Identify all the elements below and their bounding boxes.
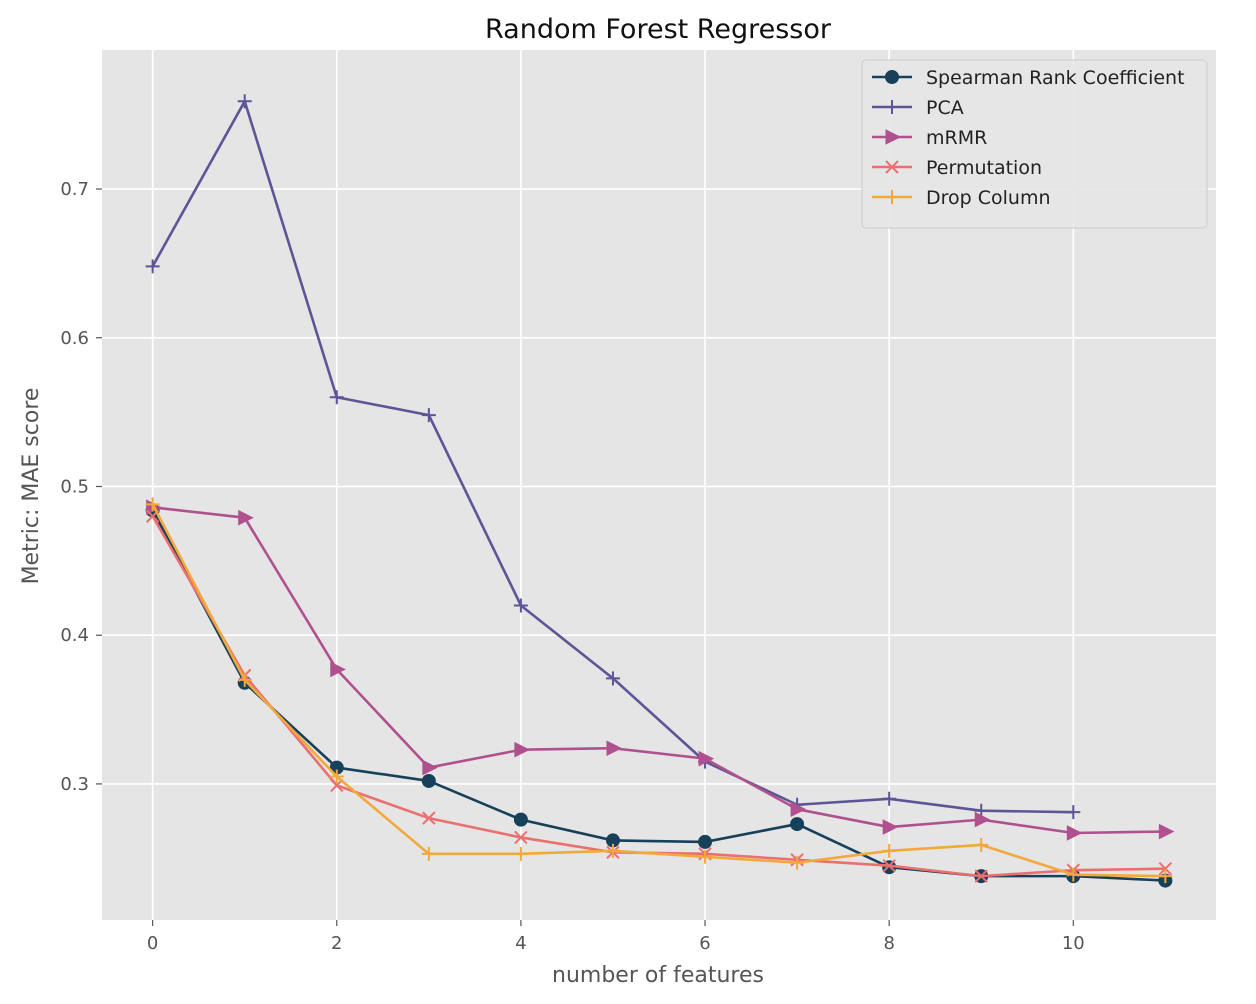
legend-label: PCA bbox=[926, 97, 964, 119]
data-point-drop-column bbox=[790, 855, 805, 870]
x-tick-label: 0 bbox=[147, 933, 158, 954]
legend-marker bbox=[885, 100, 899, 114]
data-point-mrmr bbox=[882, 819, 899, 835]
x-tick-label: 4 bbox=[515, 933, 526, 954]
data-point-mrmr bbox=[238, 509, 254, 526]
legend-marker bbox=[885, 70, 899, 84]
data-point-mrmr bbox=[422, 759, 438, 776]
legend-label: Permutation bbox=[926, 157, 1042, 179]
legend: Spearman Rank Coefficient PCA mRMR Permutat… bbox=[861, 59, 1208, 229]
legend-item: mRMR bbox=[872, 127, 987, 149]
data-point-pca bbox=[882, 791, 897, 806]
data-point-mrmr bbox=[606, 740, 623, 757]
data-point-permutation bbox=[974, 869, 988, 883]
data-point-drop-column bbox=[1158, 869, 1173, 884]
legend-label: Spearman Rank Coefficient bbox=[926, 67, 1185, 89]
legend-label: Drop Column bbox=[926, 187, 1051, 209]
legend-item: Drop Column bbox=[872, 187, 1051, 209]
data-point-pca bbox=[329, 390, 344, 405]
y-axis-label: Metric: MAE score bbox=[19, 388, 44, 585]
y-tick-label: 0.7 bbox=[60, 179, 89, 200]
data-point-mrmr bbox=[974, 811, 991, 828]
data-point-drop-column bbox=[421, 846, 436, 861]
data-point-pca bbox=[145, 259, 160, 274]
x-axis-label: number of features bbox=[552, 963, 764, 988]
data-point-spearman-rank-coefficient bbox=[790, 817, 805, 832]
data-point-mrmr bbox=[1066, 825, 1083, 841]
x-tick-label: 10 bbox=[1062, 933, 1085, 954]
data-point-drop-column bbox=[882, 843, 897, 858]
data-point-permutation bbox=[422, 811, 436, 825]
y-tick-label: 0.3 bbox=[60, 774, 89, 795]
data-point-pca bbox=[605, 671, 620, 686]
data-point-drop-column bbox=[698, 849, 713, 864]
y-tick-label: 0.5 bbox=[60, 476, 89, 497]
data-point-mrmr bbox=[514, 741, 531, 758]
data-point-permutation bbox=[882, 859, 896, 873]
legend-item: PCA bbox=[872, 97, 964, 119]
legend-item: Permutation bbox=[872, 157, 1042, 179]
legend-label: mRMR bbox=[926, 127, 987, 149]
data-point-drop-column bbox=[329, 769, 344, 784]
x-tick-label: 8 bbox=[883, 933, 894, 954]
legend-box bbox=[861, 59, 1208, 229]
data-point-pca bbox=[421, 408, 436, 423]
data-point-spearman-rank-coefficient bbox=[513, 812, 528, 827]
data-point-mrmr bbox=[790, 801, 807, 818]
axis-ticks: 0 2 4 6 8 10 0.3 0.4 0.5 0.6 0.7 bbox=[60, 179, 1084, 954]
data-point-mrmr bbox=[330, 661, 346, 678]
data-point-drop-column bbox=[145, 497, 160, 512]
legend-marker bbox=[885, 160, 899, 174]
data-point-spearman-rank-coefficient bbox=[421, 773, 436, 788]
data-point-drop-column bbox=[974, 837, 989, 852]
series-line-mrmr bbox=[152, 506, 1166, 835]
x-tick-label: 2 bbox=[331, 933, 342, 954]
series-drop-column bbox=[145, 497, 1173, 884]
series-layer bbox=[145, 94, 1175, 888]
data-point-pca bbox=[1066, 805, 1081, 820]
data-point-pca bbox=[513, 598, 528, 613]
chart-title: Random Forest Regressor bbox=[485, 14, 832, 45]
data-point-drop-column bbox=[605, 843, 620, 858]
data-point-drop-column bbox=[237, 672, 252, 687]
data-point-drop-column bbox=[1066, 867, 1081, 882]
data-point-spearman-rank-coefficient bbox=[698, 834, 713, 849]
legend-marker bbox=[885, 190, 899, 204]
legend-item: Spearman Rank Coefficient bbox=[872, 67, 1185, 89]
data-point-drop-column bbox=[513, 846, 528, 861]
data-point-mrmr bbox=[1158, 823, 1175, 840]
legend-marker bbox=[885, 129, 902, 145]
data-point-mrmr bbox=[698, 750, 715, 767]
series-mrmr bbox=[146, 499, 1175, 841]
data-point-permutation bbox=[1158, 861, 1173, 876]
data-point-permutation bbox=[514, 830, 528, 845]
y-tick-label: 0.6 bbox=[60, 328, 89, 349]
x-tick-label: 6 bbox=[699, 933, 710, 954]
data-point-pca bbox=[237, 94, 252, 109]
y-tick-label: 0.4 bbox=[60, 625, 89, 646]
series-line-drop-column bbox=[151, 503, 1166, 878]
